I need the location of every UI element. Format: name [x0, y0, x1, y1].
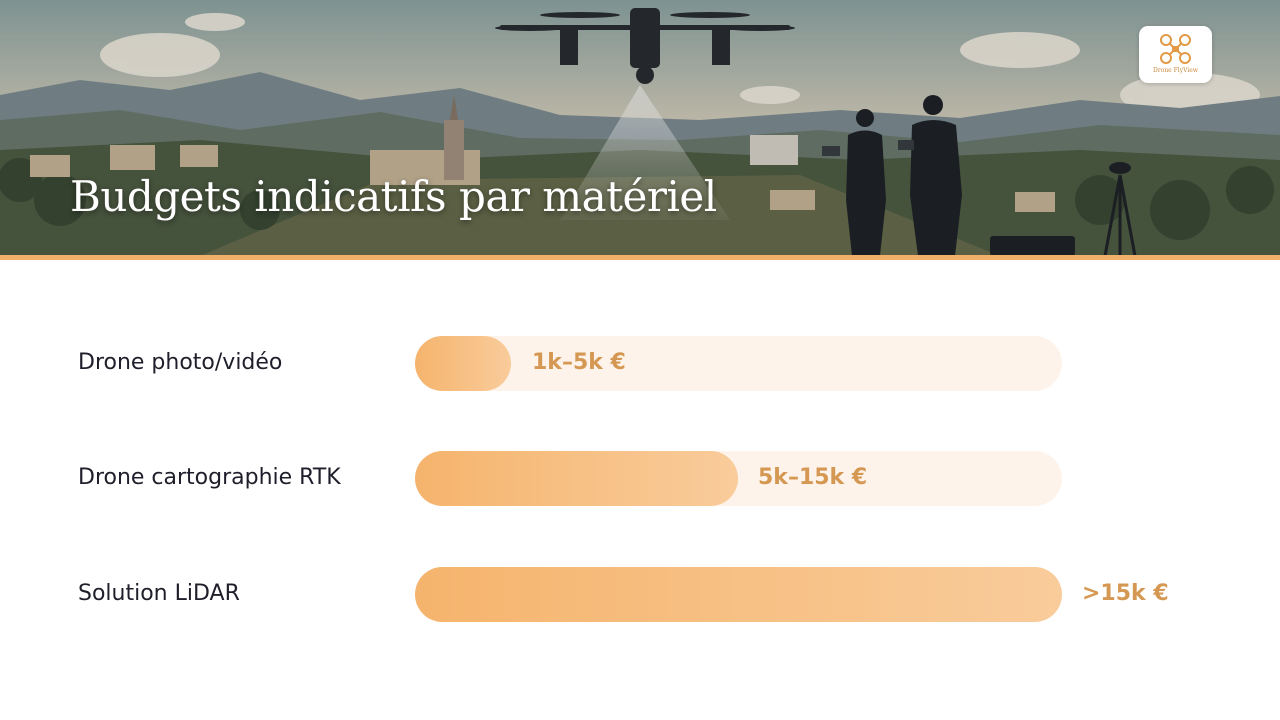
bar-fill — [415, 451, 738, 506]
equipment-label: Drone photo/vidéo — [78, 350, 283, 375]
budget-row: Solution LiDAR >15k € — [0, 567, 1280, 623]
equipment-label: Drone cartographie RTK — [78, 465, 341, 490]
equipment-label: Solution LiDAR — [78, 581, 240, 606]
landscape — [0, 0, 1280, 256]
header-image: Budgets indicatifs par matériel Drone Fl… — [0, 0, 1280, 256]
budget-value: 1k–5k € — [532, 350, 626, 375]
budget-value: >15k € — [1082, 581, 1169, 606]
logo-icon — [1160, 34, 1191, 64]
bar-fill — [415, 336, 511, 391]
logo-text: Drone FlyView — [1153, 67, 1198, 74]
budget-row: Drone photo/vidéo 1k–5k € — [0, 336, 1280, 392]
bar-fill — [415, 567, 1062, 622]
accent-line — [0, 255, 1280, 260]
logo: Drone FlyView — [1139, 26, 1212, 83]
budget-value: 5k–15k € — [758, 465, 868, 490]
budget-row: Drone cartographie RTK 5k–15k € — [0, 451, 1280, 507]
slide-title: Budgets indicatifs par matériel — [70, 172, 717, 221]
bar-track — [415, 336, 1062, 391]
